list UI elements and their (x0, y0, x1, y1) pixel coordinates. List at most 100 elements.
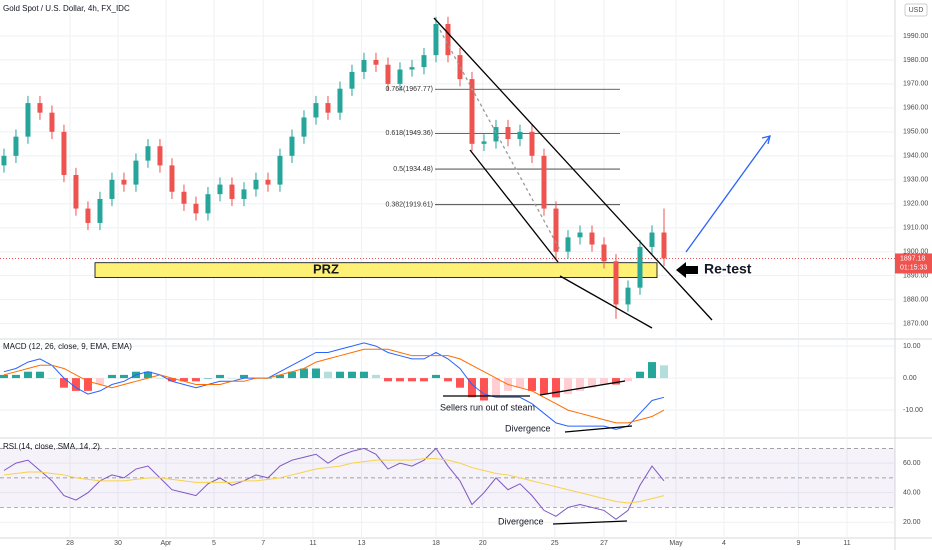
fib-label: 0.618(1949.36) (386, 130, 433, 137)
histogram-bar (0, 374, 8, 379)
histogram-bar (143, 371, 152, 379)
candle-body (409, 67, 415, 70)
histogram-bar (359, 371, 368, 379)
y-tick-label: 1900.00 (903, 249, 928, 256)
rsi-div-line (552, 520, 628, 525)
histogram-bar (539, 378, 548, 395)
candle-body (85, 208, 91, 223)
candle-body (625, 287, 631, 305)
candle-body (13, 136, 19, 156)
x-tick-label: 28 (66, 540, 74, 547)
histogram-bar (587, 378, 596, 388)
x-tick-label: 9 (796, 540, 800, 547)
candle-body (577, 232, 583, 238)
x-tick-label: 7 (261, 540, 265, 547)
histogram-bar (659, 365, 668, 379)
candle-body (37, 103, 43, 113)
candle-body (649, 232, 655, 247)
macd-divergence: Divergence (505, 423, 551, 433)
candle-body (277, 155, 283, 185)
projection-arrow (685, 135, 771, 253)
last-price-badge (895, 253, 932, 274)
histogram-bar (23, 371, 32, 379)
candle-body (145, 146, 151, 161)
histogram-bar (407, 378, 416, 382)
candle-body (637, 246, 643, 288)
countdown: 01:15:33 (900, 264, 927, 271)
candle-body (493, 127, 499, 142)
histogram-bar (227, 378, 236, 379)
candle-body (505, 127, 511, 140)
y-tick-label: 1980.00 (903, 57, 928, 64)
histogram-bar (299, 368, 308, 379)
y-tick-label: 40.00 (903, 490, 921, 497)
candle-body (601, 244, 607, 262)
candle-body (205, 194, 211, 214)
candle-body (325, 103, 331, 113)
histogram-bar (575, 378, 584, 391)
channel-upper (433, 17, 713, 321)
histogram-bar (623, 378, 632, 382)
y-tick-label: 1960.00 (903, 105, 928, 112)
candle-body (553, 208, 559, 252)
candle-body (397, 69, 403, 84)
histogram-bar (491, 378, 500, 398)
candle-body (157, 146, 163, 166)
currency-badge (904, 3, 928, 17)
retest-arrow (676, 262, 698, 278)
channel-lower (469, 149, 559, 263)
histogram-bar (215, 374, 224, 379)
candle-body (313, 103, 319, 118)
histogram-bar (599, 378, 608, 385)
candle-body (613, 261, 619, 305)
macd-div-line (564, 425, 633, 433)
candle-body (301, 117, 307, 137)
histogram-bar (551, 378, 560, 398)
candle-body (469, 79, 475, 144)
rsi-title: RSI (14, close, SMA, 14, 2) (3, 442, 100, 451)
histogram-bar (287, 371, 296, 379)
zone-label: PRZ (313, 261, 339, 276)
histogram-bar (383, 378, 392, 382)
x-tick-label: May (669, 540, 683, 547)
indicator-line (3, 342, 665, 430)
candle-body (541, 155, 547, 209)
x-tick-label: Apr (161, 540, 173, 547)
histogram-bar (71, 378, 80, 391)
candle-body (265, 179, 271, 185)
y-tick-label: 10.00 (903, 343, 921, 350)
histogram-bar (455, 378, 464, 388)
y-tick-label: 1930.00 (903, 177, 928, 184)
x-tick-label: 11 (309, 540, 316, 547)
x-tick-label: 11 (843, 540, 850, 547)
candle-body (337, 88, 343, 113)
macd-note: Sellers run out of steam (440, 402, 535, 412)
candle-body (229, 184, 235, 199)
candle-body (97, 198, 103, 223)
arrow-head (761, 135, 771, 145)
candle-body (289, 136, 295, 156)
x-tick-label: 4 (722, 540, 726, 547)
drawings (433, 17, 771, 525)
histogram-bar (479, 378, 488, 401)
histogram-bar (155, 378, 164, 379)
y-tick-label: 60.00 (903, 460, 921, 467)
histogram-bar (347, 371, 356, 379)
candle-body (589, 232, 595, 245)
histogram-bar (179, 378, 188, 382)
histogram-bar (335, 371, 344, 379)
candle-body (421, 55, 427, 68)
histogram-bar (95, 378, 104, 385)
x-tick-label: 5 (212, 540, 216, 547)
histogram-bar (563, 378, 572, 395)
candle-body (109, 179, 115, 199)
candle-body (253, 179, 259, 190)
y-tick-label: 1890.00 (903, 273, 928, 280)
histogram-bar (395, 378, 404, 382)
x-tick-label: 25 (551, 540, 559, 547)
x-tick-label: 27 (600, 540, 608, 547)
histogram-bar (371, 374, 380, 379)
candle-body (49, 112, 55, 132)
indicator-line (3, 458, 665, 504)
candle-body (445, 23, 451, 56)
